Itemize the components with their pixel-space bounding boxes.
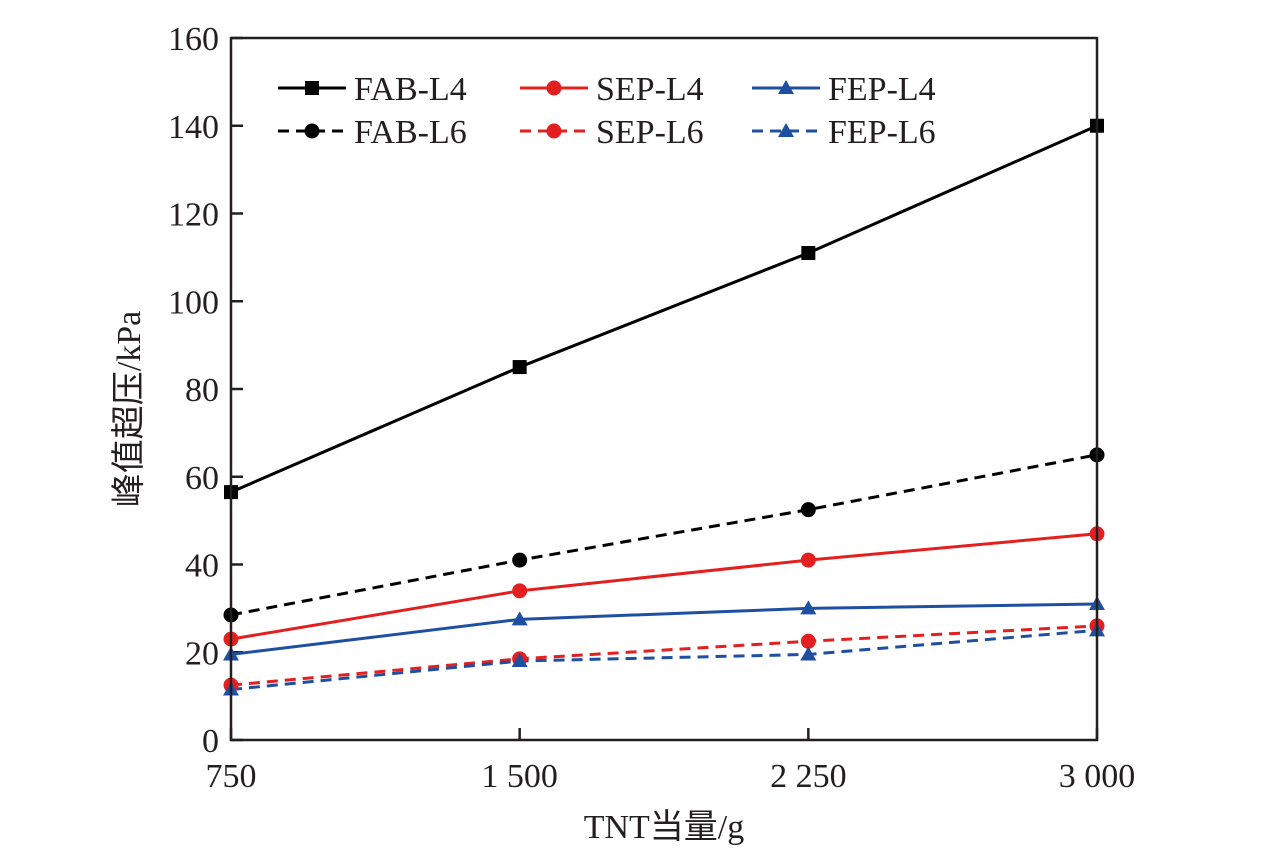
x-tick-label: 1 500 [481, 758, 558, 795]
data-point-fep-l6 [800, 646, 817, 661]
data-point-sep-l6 [800, 633, 816, 649]
x-tick-label: 2 250 [770, 758, 847, 795]
plot-frame [229, 36, 1099, 742]
series-line-sep-l4 [230, 532, 1098, 641]
legend-marker-fab-l4 [305, 81, 319, 95]
legend-marker-fep-l6 [778, 123, 794, 137]
series-line-fep-l6 [230, 628, 1098, 692]
y-tick-label: 160 [168, 21, 219, 58]
series-markers [223, 118, 1105, 696]
legend-marker-sep-l6 [546, 123, 562, 139]
y-tick-label: 100 [168, 284, 219, 321]
y-tick-label: 60 [185, 460, 219, 497]
legend-label-fep-l6: FEP-L6 [828, 114, 936, 151]
x-tick-label: 750 [206, 758, 257, 795]
legend-marker-fep-l4 [778, 80, 794, 94]
series-lines [230, 124, 1098, 692]
data-point-fab-l6 [800, 502, 816, 518]
data-point-fep-l4 [511, 611, 528, 626]
y-tick-label: 120 [168, 197, 219, 234]
data-point-fab-l6 [512, 552, 528, 568]
legend-label-fep-l4: FEP-L4 [828, 71, 936, 108]
legend-label-sep-l4: SEP-L4 [596, 71, 704, 108]
series-line-fep-l4 [230, 602, 1098, 656]
y-tick-label: 0 [202, 723, 219, 760]
y-tick-label: 20 [185, 635, 219, 672]
series-line-fab-l4 [230, 124, 1098, 494]
legend-label-fab-l6: FAB-L6 [354, 114, 467, 151]
legend-label-fab-l4: FAB-L4 [354, 71, 467, 108]
data-point-fep-l6 [511, 653, 528, 668]
data-point-fab-l4 [801, 245, 816, 260]
legend-marker-sep-l4 [546, 80, 562, 96]
series-line-sep-l6 [230, 624, 1098, 687]
y-tick-label: 80 [185, 372, 219, 409]
x-axis-title: TNT当量/g [584, 808, 745, 846]
data-point-fab-l4 [512, 360, 527, 375]
legend-label-sep-l6: SEP-L6 [596, 114, 704, 151]
y-tick-label: 40 [185, 548, 219, 585]
legend: FAB-L4 SEP-L4 FEP-L4 FAB-L6 SEP-L6 FEP-L6 [278, 71, 936, 151]
axis-ticks: 0 20 40 60 80 100 120 140 160 750 1 500 2 250 3 000 [168, 21, 1135, 795]
y-tick-label: 140 [168, 109, 219, 146]
data-point-fep-l4 [800, 600, 817, 615]
data-point-sep-l4 [800, 552, 816, 568]
data-point-sep-l4 [512, 583, 528, 599]
legend-marker-fab-l6 [304, 123, 320, 139]
series-line-fab-l6 [230, 453, 1098, 617]
y-axis-title: 峰值超压/kPa [110, 311, 148, 507]
x-tick-label: 3 000 [1059, 758, 1136, 795]
